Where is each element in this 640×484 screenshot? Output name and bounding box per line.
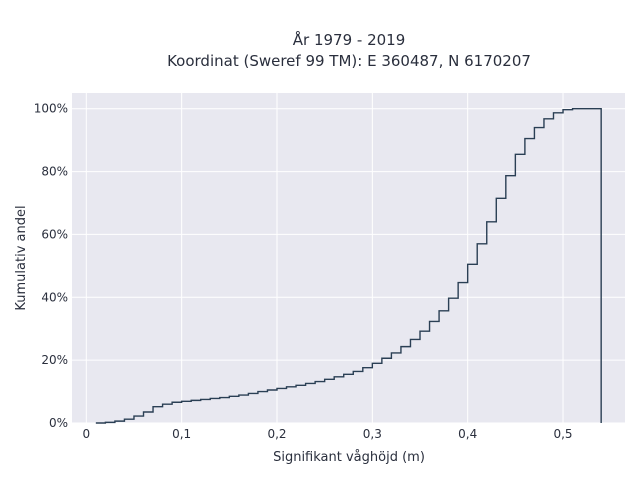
x-tick-label: 0,3 bbox=[363, 427, 382, 441]
cdf-point bbox=[447, 297, 450, 300]
cdf-point bbox=[361, 366, 364, 369]
cdf-point bbox=[333, 375, 336, 378]
y-axis-label: Kumulativ andel bbox=[14, 205, 29, 310]
y-tick-label: 40% bbox=[41, 290, 68, 304]
x-tick-label: 0,2 bbox=[267, 427, 286, 441]
x-tick-label: 0,1 bbox=[172, 427, 191, 441]
cdf-point bbox=[571, 107, 574, 110]
cdf-point bbox=[132, 415, 135, 418]
cdf-point bbox=[371, 362, 374, 365]
y-tick-label: 100% bbox=[34, 102, 68, 116]
cdf-point bbox=[562, 108, 565, 111]
cdf-point bbox=[314, 380, 317, 383]
cdf-point bbox=[209, 397, 212, 400]
cdf-point bbox=[323, 378, 326, 381]
cdf-point bbox=[113, 420, 116, 423]
cdf-point bbox=[247, 392, 250, 395]
cdf-point bbox=[581, 107, 584, 110]
cdf-point bbox=[419, 330, 422, 333]
cdf-point bbox=[600, 107, 603, 110]
x-axis-label: Signifikant våghöjd (m) bbox=[273, 450, 425, 465]
cdf-point bbox=[523, 137, 526, 140]
cdf-point bbox=[457, 281, 460, 284]
cdf-point bbox=[152, 405, 155, 408]
chart-title-line-2: Koordinat (Sweref 99 TM): E 360487, N 61… bbox=[167, 52, 531, 70]
cdf-point bbox=[399, 345, 402, 348]
cdf-point bbox=[190, 399, 193, 402]
cdf-point bbox=[104, 421, 107, 424]
grid bbox=[72, 93, 625, 424]
cdf-point bbox=[352, 370, 355, 373]
cdf-point bbox=[495, 197, 498, 200]
cdf-point bbox=[304, 382, 307, 385]
tick-labels: 0 0,1 0,2 0,3 0,4 0,5 0% 20% 40% 60% 80% 100% bbox=[34, 102, 573, 441]
cdf-point bbox=[552, 111, 555, 114]
cdf-point bbox=[266, 389, 269, 392]
cdf-point bbox=[237, 394, 240, 397]
cdf-point bbox=[428, 320, 431, 323]
cdf-point bbox=[256, 390, 259, 393]
cdf-point bbox=[590, 107, 593, 110]
x-tick-label: 0,4 bbox=[458, 427, 477, 441]
y-tick-label: 20% bbox=[41, 353, 68, 367]
cdf-point bbox=[199, 398, 202, 401]
cdf-point bbox=[390, 351, 393, 354]
cdf-point bbox=[275, 387, 278, 390]
cdf-point bbox=[218, 396, 221, 399]
cdf-point bbox=[476, 242, 479, 245]
cdf-point bbox=[533, 126, 536, 129]
cdf-point bbox=[142, 411, 145, 414]
cdf-point bbox=[171, 401, 174, 404]
cdf-point bbox=[485, 220, 488, 223]
cdf-point bbox=[123, 418, 126, 421]
cdf-point bbox=[180, 400, 183, 403]
cdf-point bbox=[295, 384, 298, 387]
cdf-point bbox=[542, 117, 545, 120]
cdf-point bbox=[504, 174, 507, 177]
cdf-point bbox=[466, 263, 469, 266]
chart-title-line-1: År 1979 - 2019 bbox=[293, 30, 406, 49]
y-tick-label: 0% bbox=[49, 416, 68, 430]
cdf-point bbox=[409, 338, 412, 341]
plot-area bbox=[72, 93, 625, 423]
cdf-point bbox=[285, 385, 288, 388]
cdf-point bbox=[228, 395, 231, 398]
x-tick-label: 0 bbox=[82, 427, 90, 441]
cdf-point bbox=[94, 422, 97, 425]
series-cdf-step-line bbox=[95, 108, 602, 424]
cdf-point bbox=[342, 373, 345, 376]
x-tick-label: 0,5 bbox=[553, 427, 572, 441]
y-tick-label: 60% bbox=[41, 227, 68, 241]
cdf-point bbox=[438, 309, 441, 312]
cdf-point bbox=[514, 153, 517, 156]
cdf-point bbox=[380, 357, 383, 360]
cdf-point bbox=[161, 403, 164, 406]
y-tick-label: 80% bbox=[41, 165, 68, 179]
